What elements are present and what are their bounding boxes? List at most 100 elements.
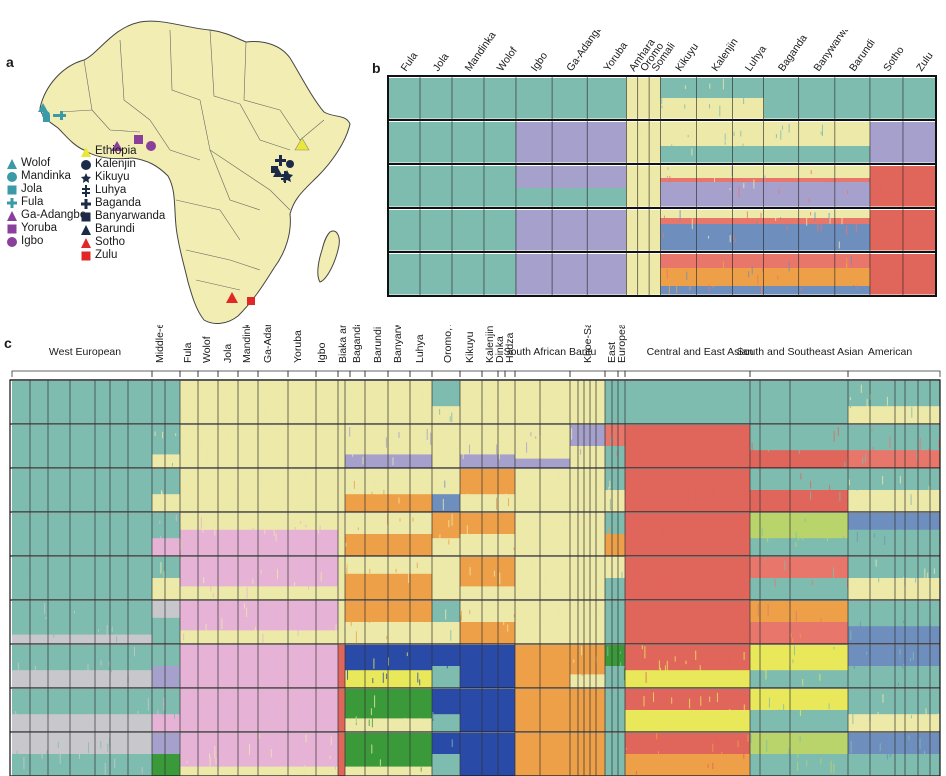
- panel-b-label-luhya: Luhya: [743, 43, 769, 73]
- igbo-marker: [146, 141, 156, 151]
- panel-c-label-20: Khoe-San: [582, 325, 594, 363]
- panel-c-bracket: [604, 370, 619, 377]
- country-borders: [59, 29, 325, 291]
- square-icon: [81, 251, 91, 260]
- legend-label: Mandinka: [21, 170, 71, 182]
- legend-item-jola: Jola: [6, 183, 86, 196]
- legend-east: Ethiopia Kalenjin Kikuyu Luhya Baganda Banyar…: [80, 145, 165, 262]
- panel-b-label-zulu: Zulu: [914, 50, 936, 74]
- panel-c-label-14: Oromo, Amhara and Somali: [442, 325, 454, 363]
- legend-label: Fula: [21, 196, 44, 208]
- triangle-icon: [7, 210, 17, 221]
- legend-item-fula: Fula: [6, 196, 86, 209]
- legend-label: Igbo: [21, 235, 44, 247]
- africa-map: [38, 20, 351, 324]
- panel-c-label-18: Hadza: [504, 332, 516, 363]
- legend-label: Baganda: [95, 197, 142, 209]
- panel-c-bracket: [569, 370, 606, 377]
- panel-c-bracket: [459, 370, 483, 377]
- legend-label: Zulu: [95, 249, 118, 261]
- zulu-marker: [247, 297, 255, 305]
- legend-item-barundi: Barundi: [80, 223, 165, 236]
- legend-west: Wolof Mandinka Jola Fula Ga-Adangbe Yoruba Igb…: [6, 157, 86, 248]
- panel-c-label-11: Barundi: [372, 327, 384, 363]
- triangle-icon: [7, 158, 17, 169]
- legend-label: Kalenjin: [95, 158, 136, 170]
- panel-b-bars: [388, 78, 936, 295]
- panel-c-label-21: East: [606, 342, 618, 363]
- panel-c-bracket: [497, 370, 506, 377]
- sotho-marker: [226, 292, 238, 303]
- banyarwanda-marker: [271, 166, 278, 173]
- legend-label: Luhya: [95, 184, 127, 196]
- panel-c-label-9: Biaka and Mbuti rainforest HG: [337, 325, 349, 363]
- panel-b-label-yoruba: Yoruba: [601, 40, 630, 74]
- legend-item-igbo: Igbo: [6, 235, 86, 248]
- panel-c-bracket: [151, 370, 181, 377]
- panel-c-bracket: [387, 370, 411, 377]
- panel-c-bracket: [617, 370, 626, 377]
- legend-label: Ga-Adangbe: [21, 209, 87, 221]
- panel-b-label-wolof: Wolof: [495, 45, 520, 74]
- legend-item-ga-adangbe: Ga-Adangbe: [6, 209, 86, 222]
- legend-label: Jola: [21, 183, 43, 195]
- jola-marker: [43, 115, 50, 122]
- fula-marker: [53, 111, 66, 120]
- panel-c-label-25: American: [868, 346, 913, 358]
- square-icon: [81, 212, 91, 221]
- legend-label: Yoruba: [21, 222, 58, 234]
- square-icon: [7, 224, 17, 233]
- panel-c-label-7: Yoruba: [292, 330, 304, 363]
- yoruba-marker: [134, 135, 143, 144]
- triangle-icon: [81, 146, 91, 157]
- madagascar-outline: [317, 230, 340, 283]
- panel-c-label-19: South African Bantu: [504, 346, 597, 358]
- panel-c-label-23: Central and East Asian: [647, 346, 754, 358]
- panel-c-bracket: [349, 370, 366, 377]
- panel-c-label-6: Ga-Adangbe: [262, 325, 274, 363]
- panel-b-label-mandinka: Mandinka: [463, 30, 499, 74]
- panel-c-label-2: Fula: [182, 342, 194, 363]
- legend-item-wolof: Wolof: [6, 157, 86, 170]
- square-icon: [7, 185, 17, 194]
- panel-c-label-4: Jola: [222, 344, 234, 363]
- panel-c-label-13: Luhya: [414, 334, 426, 363]
- triangle-icon: [81, 237, 91, 248]
- kalenjin-marker: [286, 160, 294, 168]
- panel-b-label-igbo: Igbo: [529, 50, 551, 74]
- panel-c-label-17: Dinka: [494, 336, 506, 363]
- panel-b-label-jola: Jola: [431, 51, 452, 74]
- panel-c-bracket: [315, 370, 339, 377]
- circle-icon: [7, 236, 17, 247]
- panel-c-label-5: Mandinka: [241, 325, 253, 363]
- panel-c-label: c: [4, 335, 12, 351]
- barundi-marker: [273, 168, 283, 177]
- panel-b-label-baganda: Baganda: [776, 32, 810, 73]
- triangle-icon: [81, 224, 91, 235]
- panel-c-bracket: [749, 370, 849, 377]
- legend-item-kikuyu: Kikuyu: [80, 171, 165, 184]
- panel-c-label-24: South and Southeast Asian: [737, 346, 864, 358]
- panel-c-label-10: Baganda: [351, 325, 363, 363]
- panel-b-row-frame: [387, 251, 937, 297]
- wolof-marker: [38, 103, 48, 112]
- panel-c-admixture-plot: West European Middle-eastern Fula Wolof Jola…: [9, 325, 941, 776]
- panel-b-label: b: [372, 60, 381, 76]
- panel-c-label-1: Middle-eastern: [154, 325, 166, 363]
- legend-item-yoruba: Yoruba: [6, 222, 86, 235]
- panel-b-label-kikuyu: Kikuyu: [673, 41, 701, 74]
- legend-item-baganda: Baganda: [80, 197, 165, 210]
- panel-c-label-15: Kikuyu: [464, 331, 476, 363]
- panel-c-bracket: [237, 370, 259, 377]
- panel-c-label-22: European: [616, 325, 628, 363]
- legend-item-kalenjin: Kalenjin: [80, 158, 165, 171]
- panel-b-label-barundi: Barundi: [847, 37, 878, 74]
- panel-c-bracket: [217, 370, 239, 377]
- panel-c-label-12: Banyarwanda: [392, 325, 404, 363]
- legend-item-zulu: Zulu: [80, 249, 165, 262]
- panel-c-frame: [9, 379, 941, 776]
- panel-b-label-sotho: Sotho: [881, 44, 907, 73]
- panel-b-label-fula: Fula: [399, 50, 421, 74]
- panel-c-bracket: [287, 370, 317, 377]
- legend-item-banyarwanda: Banyarwanda: [80, 210, 165, 223]
